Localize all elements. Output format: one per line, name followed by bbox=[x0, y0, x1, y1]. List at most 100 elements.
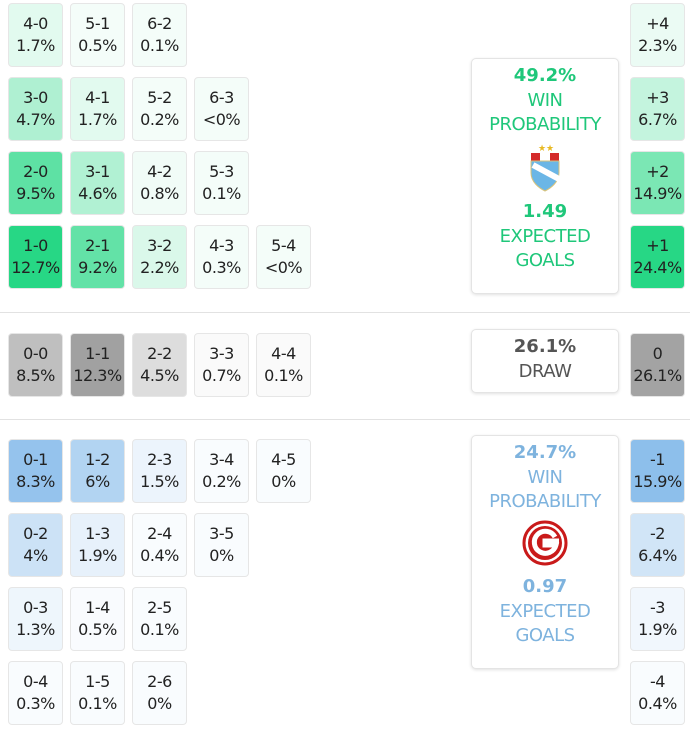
scoreline-cell: 1-2 6% bbox=[70, 439, 125, 503]
scoreline-cell: 3-3 0.7% bbox=[194, 333, 249, 397]
scoreline-cell: 4-1 1.7% bbox=[70, 77, 125, 141]
adt-crest-icon: ★ ★ bbox=[472, 143, 618, 195]
score-label: 6-3 bbox=[209, 88, 234, 107]
scoreline-cell: 1-0 12.7% bbox=[8, 225, 63, 289]
scoreline-cell: 3-1 4.6% bbox=[70, 151, 125, 215]
goal-margin-cell: +3 6.7% bbox=[630, 77, 685, 141]
scoreline-cell: 5-3 0.1% bbox=[194, 151, 249, 215]
scoreline-cell: 2-1 9.2% bbox=[70, 225, 125, 289]
probability-label: PROBABILITY bbox=[489, 114, 601, 135]
away-expected-goals: 0.97 bbox=[522, 576, 568, 597]
probability-value: <0% bbox=[202, 110, 241, 129]
score-label: 5-3 bbox=[209, 162, 234, 181]
scoreline-cell: 2-5 0.1% bbox=[132, 587, 187, 651]
goal-margin-cell: +1 24.4% bbox=[630, 225, 685, 289]
score-label: 3-2 bbox=[147, 236, 172, 255]
goals-label: GOALS bbox=[515, 250, 575, 271]
scoreline-cell: 4-2 0.8% bbox=[132, 151, 187, 215]
score-label: 3-1 bbox=[85, 162, 110, 181]
probability-value: 1.7% bbox=[16, 36, 55, 55]
divider bbox=[0, 419, 690, 420]
score-label: 0-4 bbox=[23, 672, 48, 691]
score-label: 4-1 bbox=[85, 88, 110, 107]
home-summary-card: 49.2% WIN PROBABILITY ★ ★ 1.49 EXPECTED G… bbox=[471, 58, 619, 294]
probability-value: 4% bbox=[23, 546, 48, 565]
scoreline-cell: 0-0 8.5% bbox=[8, 333, 63, 397]
score-label: 3-4 bbox=[209, 450, 234, 469]
probability-value: 8.3% bbox=[16, 472, 55, 491]
score-label: 2-6 bbox=[147, 672, 172, 691]
probability-value: 6% bbox=[85, 472, 110, 491]
goal-margin-cell: -2 6.4% bbox=[630, 513, 685, 577]
scoreline-cell: 1-5 0.1% bbox=[70, 661, 125, 725]
score-label: +3 bbox=[646, 88, 669, 107]
score-label: 0-3 bbox=[23, 598, 48, 617]
score-label: 2-2 bbox=[147, 344, 172, 363]
probability-value: 0.3% bbox=[16, 694, 55, 713]
score-label: +1 bbox=[646, 236, 669, 255]
expected-label: EXPECTED bbox=[499, 226, 591, 247]
svg-text:★: ★ bbox=[538, 144, 546, 154]
scoreline-cell: 1-4 0.5% bbox=[70, 587, 125, 651]
scoreline-cell: 4-5 0% bbox=[256, 439, 311, 503]
probability-value: 1.7% bbox=[78, 110, 117, 129]
score-label: -1 bbox=[650, 450, 665, 469]
scoreline-cell: 5-4 <0% bbox=[256, 225, 311, 289]
score-label: 2-4 bbox=[147, 524, 172, 543]
score-label: 4-5 bbox=[271, 450, 296, 469]
expected-label: EXPECTED bbox=[499, 601, 591, 622]
score-label: 5-2 bbox=[147, 88, 172, 107]
score-label: 1-1 bbox=[85, 344, 110, 363]
scoreline-cell: 2-0 9.5% bbox=[8, 151, 63, 215]
probability-value: 4.7% bbox=[16, 110, 55, 129]
scoreline-cell: 3-5 0% bbox=[194, 513, 249, 577]
goals-label: GOALS bbox=[515, 625, 575, 646]
score-label: -3 bbox=[650, 598, 665, 617]
scoreline-cell: 0-2 4% bbox=[8, 513, 63, 577]
score-label: 1-3 bbox=[85, 524, 110, 543]
score-label: 2-5 bbox=[147, 598, 172, 617]
probability-value: 0.2% bbox=[140, 110, 179, 129]
scoreline-cell: 2-4 0.4% bbox=[132, 513, 187, 577]
score-label: 1-0 bbox=[23, 236, 48, 255]
score-label: 4-0 bbox=[23, 14, 48, 33]
probability-value: 1.9% bbox=[78, 546, 117, 565]
score-label: 1-4 bbox=[85, 598, 110, 617]
probability-value: 15.9% bbox=[633, 472, 682, 491]
score-label: +4 bbox=[646, 14, 669, 33]
probability-label: PROBABILITY bbox=[489, 491, 601, 512]
score-label: 5-1 bbox=[85, 14, 110, 33]
scoreline-cell: 2-6 0% bbox=[132, 661, 187, 725]
scoreline-cell: 6-2 0.1% bbox=[132, 3, 187, 67]
score-label: 1-5 bbox=[85, 672, 110, 691]
scoreline-cell: 5-2 0.2% bbox=[132, 77, 187, 141]
scoreline-cell: 3-0 4.7% bbox=[8, 77, 63, 141]
probability-value: 0.1% bbox=[140, 36, 179, 55]
score-label: 5-4 bbox=[271, 236, 296, 255]
svg-text:★: ★ bbox=[546, 144, 554, 154]
probability-value: 9.5% bbox=[16, 184, 55, 203]
home-win-probability: 49.2% bbox=[513, 65, 577, 86]
scoreline-cell: 3-2 2.2% bbox=[132, 225, 187, 289]
probability-value: 0.4% bbox=[140, 546, 179, 565]
scoreline-cell: 0-4 0.3% bbox=[8, 661, 63, 725]
scoreline-cell: 1-3 1.9% bbox=[70, 513, 125, 577]
probability-value: 4.6% bbox=[78, 184, 117, 203]
score-label: 2-0 bbox=[23, 162, 48, 181]
draw-label: DRAW bbox=[518, 361, 572, 382]
probability-value: 12.7% bbox=[11, 258, 60, 277]
probability-value: 1.5% bbox=[140, 472, 179, 491]
scoreline-cell: 2-2 4.5% bbox=[132, 333, 187, 397]
probability-value: 2.2% bbox=[140, 258, 179, 277]
scoreline-cell: 5-1 0.5% bbox=[70, 3, 125, 67]
score-label: 3-3 bbox=[209, 344, 234, 363]
score-label: -4 bbox=[650, 672, 665, 691]
score-label: 4-3 bbox=[209, 236, 234, 255]
home-expected-goals: 1.49 bbox=[522, 201, 568, 222]
probability-value: 1.3% bbox=[16, 620, 55, 639]
score-label: 2-3 bbox=[147, 450, 172, 469]
probability-value: <0% bbox=[264, 258, 303, 277]
scoreline-cell: 3-4 0.2% bbox=[194, 439, 249, 503]
away-summary-card: 24.7% WIN PROBABILITY 0.97 EXPECTED GOAL… bbox=[471, 435, 619, 669]
probability-value: 0.1% bbox=[264, 366, 303, 385]
